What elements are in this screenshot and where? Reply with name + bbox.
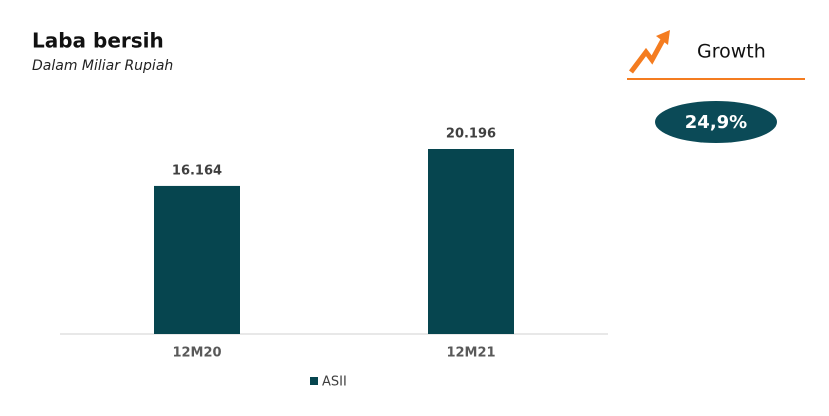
growth-label: Growth [697, 41, 766, 63]
chart-title: Laba bersih [32, 29, 164, 53]
data-label: 16.164 [172, 163, 222, 178]
growth-badge [655, 101, 777, 143]
growth-icon [629, 30, 670, 74]
growth-value: 24,9% [685, 112, 747, 133]
chart-subtitle: Dalam Miliar Rupiah [32, 58, 173, 74]
legend-swatch [310, 377, 318, 385]
x-tick-label: 12M21 [446, 346, 495, 361]
bar [154, 185, 240, 334]
legend-label: ASII [322, 375, 347, 390]
x-tick-label: 12M20 [172, 346, 221, 361]
data-label: 20.196 [446, 127, 496, 142]
bar [428, 149, 514, 334]
